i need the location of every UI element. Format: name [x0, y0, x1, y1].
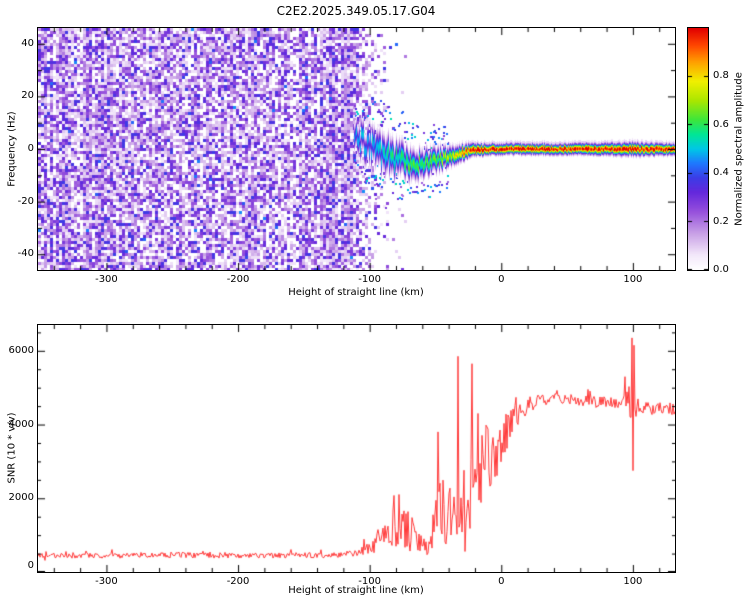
- tick-label: 0: [498, 576, 505, 587]
- tick-label: -100: [358, 274, 382, 285]
- tick-label: 20: [21, 90, 34, 102]
- tick-label: 0.4: [713, 167, 729, 179]
- spectrogram-canvas: [37, 27, 676, 271]
- snr-ylabel: SNR (10 * v/v): [6, 412, 18, 484]
- snr-xlabel: Height of straight line (km): [288, 585, 424, 596]
- tick-label: 6000: [8, 344, 34, 356]
- tick-label: -300: [95, 274, 118, 285]
- spectrogram-xlabel: Height of straight line (km): [288, 287, 424, 298]
- snr-canvas: [37, 324, 676, 573]
- tick-label: 0.6: [713, 118, 729, 130]
- tick-label: -20: [17, 195, 34, 207]
- colorbar-label: Normalized spectral amplitude: [733, 72, 745, 226]
- tick-label: 2000: [8, 492, 34, 504]
- tick-label: -200: [226, 576, 250, 587]
- tick-label: 100: [623, 576, 643, 587]
- colorbar-canvas: [687, 27, 709, 271]
- tick-label: 0: [27, 560, 34, 571]
- tick-label: -40: [17, 248, 34, 260]
- tick-label: -300: [95, 576, 118, 587]
- tick-label: -200: [226, 274, 250, 285]
- figure-title: C2E2.2025.349.05.17.G04: [276, 4, 436, 18]
- tick-label: 0.2: [713, 215, 729, 227]
- tick-label: 0.8: [713, 70, 729, 82]
- spectrogram-ylabel: Frequency (Hz): [6, 111, 18, 187]
- tick-label: 40: [21, 37, 34, 49]
- tick-label: 0: [498, 274, 505, 285]
- tick-label: 100: [623, 274, 643, 285]
- tick-label: 0.0: [713, 264, 729, 275]
